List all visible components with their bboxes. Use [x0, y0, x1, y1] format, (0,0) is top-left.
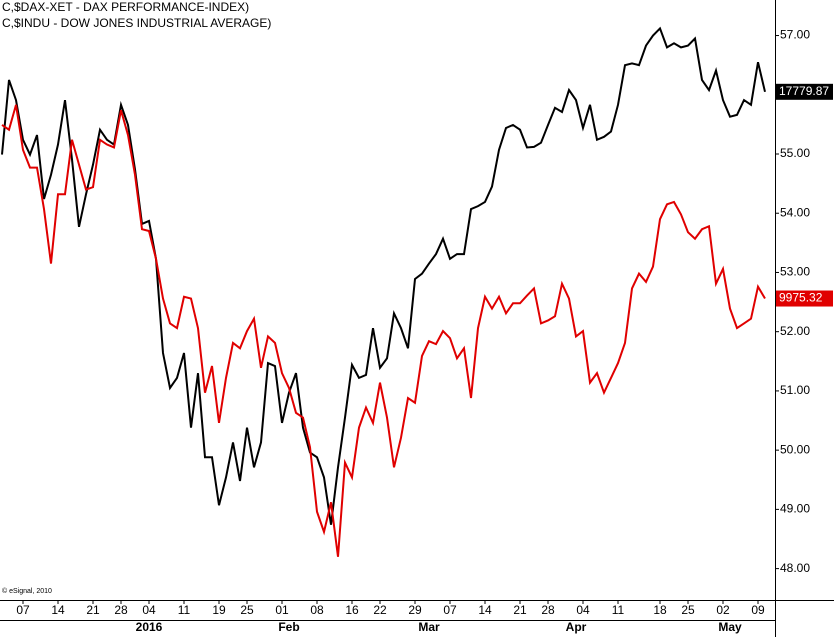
x-tick-label: 29	[408, 603, 422, 617]
month-label: 2016	[136, 620, 163, 634]
x-tick-label: 09	[751, 603, 765, 617]
x-tick-label: 28	[541, 603, 555, 617]
series-line	[1, 104, 766, 557]
month-label: Apr	[566, 620, 587, 634]
x-tick-label: 18	[653, 603, 667, 617]
month-label: Mar	[418, 620, 440, 634]
series-line	[1, 26, 766, 525]
y-tick-label: 50.00	[780, 442, 810, 456]
y-tick-label: 53.00	[780, 265, 810, 279]
last-value-box	[776, 83, 833, 100]
y-tick-label: 48.00	[780, 561, 810, 575]
legend-entry: C,$DAX-XET - DAX PERFORMANCE-INDEX)	[2, 0, 249, 14]
x-tick-label: 25	[681, 603, 695, 617]
x-tick-label: 11	[612, 603, 625, 617]
x-tick-label: 07	[443, 603, 457, 617]
x-tick-label: 11	[178, 603, 191, 617]
x-tick-label: 19	[212, 603, 226, 617]
legend-entry: C,$INDU - DOW JONES INDUSTRIAL AVERAGE)	[2, 16, 271, 30]
y-tick-label: 54.00	[780, 205, 810, 219]
x-tick-label: 14	[478, 603, 492, 617]
month-label: May	[718, 620, 742, 634]
x-tick-label: 16	[345, 603, 359, 617]
x-tick-label: 08	[310, 603, 324, 617]
month-label: Feb	[278, 620, 299, 634]
y-tick-label: 51.00	[780, 383, 810, 397]
x-tick-label: 25	[240, 603, 254, 617]
x-tick-label: 14	[51, 603, 65, 617]
y-tick-label: 55.00	[780, 146, 810, 160]
y-tick-label: 49.00	[780, 502, 810, 516]
x-tick-label: 28	[114, 603, 128, 617]
last-value-label: 9975.32	[779, 291, 823, 305]
y-tick-label: 52.00	[780, 324, 810, 338]
x-tick-label: 22	[373, 603, 387, 617]
credit: © eSignal, 2010	[2, 587, 52, 595]
x-tick-label: 21	[86, 603, 100, 617]
x-tick-label: 04	[576, 603, 590, 617]
x-tick-label: 21	[513, 603, 527, 617]
x-tick-label: 04	[142, 603, 156, 617]
x-tick-label: 01	[275, 603, 289, 617]
last-value-label: 17779.87	[779, 84, 829, 98]
x-tick-label: 02	[716, 603, 730, 617]
last-value-box	[776, 290, 833, 307]
x-tick-label: 07	[16, 603, 30, 617]
y-tick-label: 57.00	[780, 28, 810, 42]
